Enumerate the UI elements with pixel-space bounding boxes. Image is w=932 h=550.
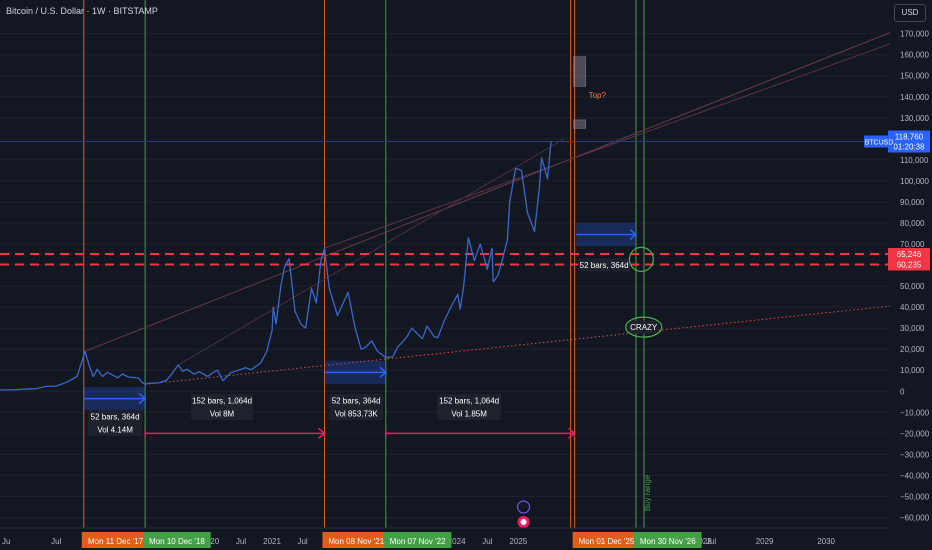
price-axis-tick-label: 160,000 (900, 51, 929, 60)
measurement-label (88, 409, 143, 436)
price-axis-tick-label: 140,000 (900, 93, 929, 102)
price-axis-tick-label: 150,000 (900, 72, 929, 81)
price-axis-tick-label: 10,000 (900, 366, 925, 375)
upper-trend-line (177, 138, 565, 366)
last-price-badge-text: 01:20:38 (893, 142, 925, 151)
date-marker-label (143, 532, 211, 548)
time-axis-tick-label: 2030 (817, 537, 835, 546)
time-axis-tick-label: Ju (2, 537, 10, 546)
buy-range-label: Buy range (643, 474, 652, 511)
measurement-label-text: 52 bars, 364d (332, 397, 381, 406)
time-axis-tick-label: 2025 (509, 537, 527, 546)
measurement-label-text: Vol 1.85M (451, 410, 487, 419)
time-axis-tick-label: Jul (51, 537, 61, 546)
upper-trend-line (324, 28, 931, 249)
upper-trend-line (84, 16, 931, 352)
date-marker-label-text: Mon 10 Dec '18 (149, 537, 205, 546)
date-marker-label-text: Mon 11 Dec '17 (88, 537, 144, 546)
top-zone-box (573, 119, 586, 129)
alert-icon[interactable] (516, 500, 531, 514)
measurement-label-text: 52 bars, 364d (580, 261, 629, 270)
price-axis-tick-label: 130,000 (900, 114, 929, 123)
price-axis-tick-label: 20,000 (900, 345, 925, 354)
time-axis-tick-label: Jul (482, 537, 492, 546)
last-price-badge-text: 118,760 (895, 132, 924, 141)
price-axis-tick-label: 70,000 (900, 240, 925, 249)
price-axis-tick-label: −40,000 (900, 471, 930, 480)
crazy-label-text: CRAZY (630, 323, 658, 332)
symbol-badge-text: BTCUSD (865, 139, 894, 146)
date-marker-label-text: Mon 08 Nov '21 (328, 537, 384, 546)
price-axis-tick-label: 170,000 (900, 30, 929, 39)
symbol-badge (864, 135, 894, 148)
price-axis-tick-label: −30,000 (900, 450, 930, 459)
price-axis-tick-label: 30,000 (900, 324, 925, 333)
price-axis-tick-label: 80,000 (900, 219, 925, 228)
date-marker-label-text: Mon 01 Dec '25 (579, 537, 635, 546)
projection-box-arrowhead (379, 366, 388, 378)
level-badge (888, 258, 930, 271)
price-axis-tick-label: 50,000 (900, 282, 925, 291)
date-marker-label (322, 532, 391, 548)
price-axis-tick-label: −20,000 (900, 429, 930, 438)
level-badge-text: 60,235 (897, 261, 922, 270)
date-marker-label-text: Mon 07 Nov '22 (390, 537, 446, 546)
cycle-arrow-head (568, 427, 576, 439)
time-axis-tick-label: 2029 (756, 537, 774, 546)
price-axis-tick-label: −10,000 (900, 408, 930, 417)
price-axis-tick-label: 0 (900, 387, 905, 396)
date-marker-label (572, 532, 641, 548)
time-axis-tick-label: Jul (706, 537, 716, 546)
time-axis-tick-label: Jul (236, 537, 246, 546)
top-zone-box (573, 56, 586, 87)
price-axis[interactable] (890, 0, 932, 550)
measurement-label (437, 394, 502, 421)
measurement-label (190, 394, 253, 421)
price-axis-tick-label: 110,000 (900, 156, 929, 165)
time-axis-tick-label: 2021 (263, 537, 281, 546)
price-axis-tick-label: −60,000 (900, 513, 930, 522)
level-badge-text: 65,246 (897, 250, 922, 259)
support-trend-line (145, 305, 891, 385)
level-badge (888, 248, 930, 261)
date-marker-label (383, 532, 452, 548)
projection-box-arrowhead (629, 228, 638, 241)
top-label: Top? (589, 91, 607, 100)
date-marker-label (81, 532, 150, 548)
crazy-ellipse (625, 316, 663, 338)
price-axis-tick-label: −50,000 (900, 492, 930, 501)
measurement-label (578, 258, 631, 272)
measurement-label-text: 52 bars, 364d (91, 412, 140, 421)
projection-box-arrowhead (138, 393, 147, 405)
measurement-label (329, 394, 384, 421)
cycle-arrow-head (317, 427, 326, 439)
measurement-label-text: Vol 4.14M (97, 425, 133, 434)
time-axis-tick-label: 2028 (694, 537, 712, 546)
date-marker-label-text: Mon 30 Nov '26 (640, 537, 696, 546)
price-axis-tick-label: 40,000 (900, 303, 925, 312)
measurement-label-text: Vol 8M (210, 410, 235, 419)
measurement-label-text: Vol 853.73K (335, 410, 379, 419)
crazy-label (628, 320, 659, 334)
time-axis-tick-label: 2024 (448, 537, 466, 546)
date-marker-label (633, 532, 702, 548)
symbol-title: Bitcoin / U.S. Dollar · 1W · BITSTAMP (6, 6, 158, 16)
price-series-line (0, 141, 552, 391)
event-flag-icon-inner (520, 519, 527, 525)
price-axis-tick-label: 90,000 (900, 198, 925, 207)
price-axis-tick-label: 100,000 (900, 177, 929, 186)
last-price-badge (888, 130, 930, 153)
level-ellipse (628, 246, 654, 272)
measurement-label-text: 152 bars, 1,064d (192, 397, 252, 406)
measurement-label-text: 152 bars, 1,064d (439, 397, 499, 406)
time-axis-tick-label: Jul (297, 537, 307, 546)
currency-button[interactable]: USD (894, 4, 926, 22)
